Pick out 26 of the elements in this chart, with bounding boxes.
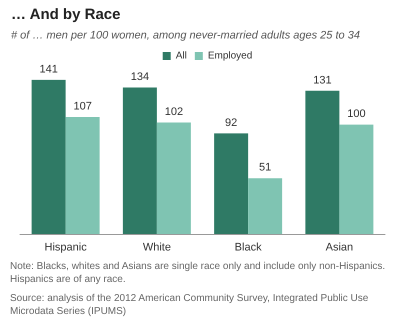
bar xyxy=(122,87,157,234)
bar xyxy=(32,80,66,234)
text: Note: Blacks, whites and Asians are single race only and include only non-Hispanics. Hispanics are of any race. xyxy=(10,260,386,286)
x-tick-label: Black xyxy=(234,242,262,254)
source-note: Source: analysis of the 2012 American Community Survey, Integrated Public Use Microdata Series (IPUMS) xyxy=(10,292,370,318)
bar xyxy=(214,133,248,234)
bar xyxy=(248,178,282,234)
x-tick-label: White xyxy=(142,242,171,254)
data-label: 102 xyxy=(164,106,184,118)
data-label: 100 xyxy=(347,108,366,120)
chart-title: … And by Race xyxy=(11,6,120,23)
data-label: 51 xyxy=(259,162,272,174)
data-label: 131 xyxy=(313,74,332,86)
bar xyxy=(156,122,191,234)
bar xyxy=(305,90,340,234)
x-tick-label: Asian xyxy=(326,242,354,254)
legend-label: Employed xyxy=(208,50,252,62)
bar xyxy=(66,117,100,234)
data-label: 134 xyxy=(130,70,150,83)
bar xyxy=(339,124,374,234)
data-label: 141 xyxy=(39,63,58,76)
data-label: 92 xyxy=(225,116,238,129)
chart-subtitle: # of … men per 100 women, among never-married adults ages 25 to 34 xyxy=(11,30,360,42)
data-label: 107 xyxy=(73,100,92,113)
legend-label: All xyxy=(176,50,187,62)
x-tick-label: Hispanic xyxy=(44,242,88,254)
